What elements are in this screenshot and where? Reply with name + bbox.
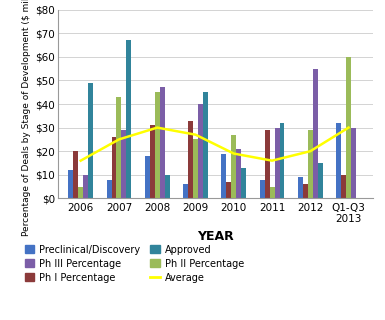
Bar <box>88 83 93 198</box>
Bar <box>280 123 285 198</box>
Bar <box>160 87 165 198</box>
Bar <box>264 130 269 198</box>
Bar <box>117 97 121 198</box>
Bar <box>318 163 323 198</box>
Bar <box>203 92 208 198</box>
Bar <box>270 187 275 198</box>
Bar <box>83 175 88 198</box>
Bar <box>73 151 78 198</box>
Bar <box>275 128 280 198</box>
Bar <box>351 128 356 198</box>
Bar <box>313 68 318 198</box>
Bar <box>121 130 126 198</box>
Bar <box>126 40 131 198</box>
Bar <box>150 125 155 198</box>
Bar <box>236 149 241 198</box>
Bar <box>336 123 341 198</box>
Bar <box>193 140 198 198</box>
Bar <box>155 92 160 198</box>
Bar <box>145 156 150 198</box>
Legend: Preclinical/Discovery, Ph III Percentage, Ph I Percentage, Approved, Ph II Perce: Preclinical/Discovery, Ph III Percentage… <box>25 245 244 283</box>
Bar <box>68 170 73 198</box>
Bar <box>308 130 313 198</box>
Bar <box>183 184 188 198</box>
Bar <box>112 137 117 198</box>
Y-axis label: Percentage of Deals by Stage of Development ($ millions): Percentage of Deals by Stage of Developm… <box>22 0 31 236</box>
Bar <box>188 121 193 198</box>
Bar <box>165 175 170 198</box>
Bar <box>346 57 351 198</box>
Bar <box>226 182 231 198</box>
Bar <box>341 175 346 198</box>
Bar <box>303 184 308 198</box>
Bar <box>298 177 303 198</box>
Bar <box>231 135 236 198</box>
X-axis label: YEAR: YEAR <box>197 230 234 243</box>
Bar <box>241 168 246 198</box>
Bar <box>259 180 264 198</box>
Bar <box>221 154 226 198</box>
Bar <box>78 187 83 198</box>
Bar <box>198 104 203 198</box>
Bar <box>107 180 112 198</box>
